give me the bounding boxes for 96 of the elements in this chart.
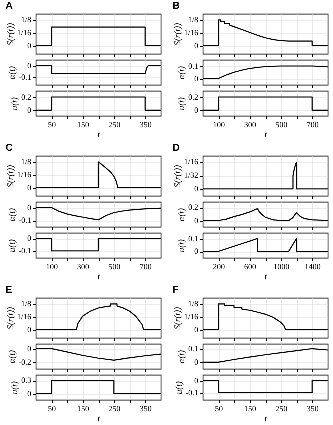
y-tick-label: 0 [28, 41, 32, 50]
y-tick-label: 0 [28, 203, 32, 212]
y-tick-label: 1/8 [21, 300, 32, 309]
y-axis-title: u(t) [6, 240, 17, 252]
x-tick-label: 150 [77, 120, 90, 130]
y-tick-label: 0.1 [188, 62, 198, 71]
x-tick-label: 250 [108, 404, 121, 414]
x-tick-label: 100 [46, 262, 58, 272]
y-tick-label: 0 [28, 344, 32, 354]
y-tick-label: 1/16 [184, 28, 198, 38]
x-tick-label: 700 [140, 262, 152, 272]
x-axis-title: t [98, 130, 101, 140]
x-tick-label: 1000 [274, 262, 290, 272]
y-axis-title: S(r(t)) [172, 23, 182, 46]
y-tick-label: 1/16 [184, 158, 198, 167]
y-tick-label: -0.2 [18, 358, 32, 367]
y-tick-label: 0 [28, 183, 32, 192]
y-axis-title: S(r(t)) [172, 307, 182, 330]
x-tick-label: 350 [140, 120, 152, 130]
y-tick-label: 1/16 [184, 312, 198, 322]
x-tick-label: 50 [48, 120, 56, 130]
x-tick-label: 50 [48, 404, 56, 414]
chart-title: F [172, 285, 179, 296]
y-tick-label: 1/16 [17, 170, 32, 180]
y-axis-title: α(t) [176, 66, 186, 80]
x-tick-label: 250 [108, 120, 121, 130]
y-tick-label: 0 [28, 106, 32, 115]
chart-title: D [172, 143, 180, 154]
x-axis-title: t [264, 414, 268, 424]
y-tick-label: 0.2 [188, 203, 198, 212]
y-tick-label: 0 [194, 216, 198, 226]
y-tick-label: 0.1 [188, 234, 198, 244]
y-axis-title: u(t) [10, 98, 20, 110]
y-tick-label: 0 [194, 247, 198, 256]
x-tick-label: 300 [77, 262, 90, 272]
y-axis-title: S(r(t)) [5, 165, 16, 188]
y-axis-title: u(t) [176, 240, 186, 252]
y-tick-label: 1/8 [21, 158, 32, 167]
y-tick-label: -0.1 [18, 246, 32, 256]
y-tick-label: 0 [28, 325, 32, 334]
y-axis-title: u(t) [176, 98, 186, 110]
y-axis-title: S(r(t)) [5, 307, 16, 330]
y-axis-title: S(r(t)) [172, 165, 182, 188]
y-tick-label: -0.1 [18, 216, 32, 226]
y-axis-title: u(t) [10, 382, 20, 394]
y-tick-label: -0.1 [186, 388, 198, 398]
y-tick-label: 0 [194, 184, 198, 194]
y-tick-label: 0 [194, 325, 198, 334]
y-tick-label: 0.3 [22, 376, 32, 386]
y-tick-label: 1/8 [21, 16, 32, 25]
x-axis-title: t [264, 272, 268, 282]
y-axis-title: α(t) [6, 350, 17, 364]
y-tick-label: -0.1 [18, 72, 32, 82]
x-tick-label: 150 [77, 404, 90, 414]
x-tick-label: 350 [140, 404, 152, 414]
y-tick-label: 1/32 [184, 171, 198, 180]
y-tick-label: 0 [194, 358, 198, 367]
chart-title: C [6, 143, 14, 154]
chart-title: E [6, 285, 13, 296]
y-axis-title: u(t) [174, 382, 184, 394]
y-tick-label: 0.1 [188, 344, 198, 354]
y-tick-label: 0 [194, 106, 198, 115]
chart-title: A [6, 1, 14, 12]
x-tick-label: 1400 [304, 262, 321, 272]
y-tick-label: 1/16 [17, 312, 32, 322]
y-axis-title: α(t) [6, 208, 17, 222]
x-tick-label: 500 [108, 262, 121, 272]
y-tick-label: 0.2 [188, 92, 198, 102]
y-tick-label: 1/16 [17, 28, 32, 38]
x-tick-label: 350 [306, 404, 319, 414]
y-tick-label: 0 [28, 389, 32, 398]
y-tick-label: 1/8 [188, 300, 198, 309]
y-tick-label: 0 [194, 74, 198, 84]
y-tick-label: 0 [194, 41, 198, 50]
y-axis-title: α(t) [6, 66, 17, 80]
x-tick-label: 500 [276, 120, 288, 130]
y-tick-label: 0 [28, 234, 32, 244]
y-tick-label: 0.2 [22, 92, 32, 102]
chart-title: B [172, 1, 180, 12]
y-tick-label: 1/8 [188, 16, 198, 25]
x-tick-label: 200 [213, 262, 226, 272]
x-axis-title: t [264, 130, 268, 140]
y-axis-title: α(t) [176, 208, 186, 222]
x-tick-label: 50 [215, 404, 224, 414]
x-tick-label: 700 [306, 120, 319, 130]
x-tick-label: 100 [213, 120, 226, 130]
x-tick-label: 600 [244, 262, 256, 272]
x-tick-label: 250 [276, 404, 288, 414]
x-axis-title: t [98, 414, 101, 424]
x-tick-label: 300 [244, 120, 256, 130]
y-tick-label: 0 [28, 61, 32, 70]
y-axis-title: S(r(t)) [5, 23, 16, 46]
x-axis-title: t [98, 272, 101, 282]
x-tick-label: 150 [244, 404, 256, 414]
y-tick-label: 0 [194, 376, 198, 386]
y-axis-title: α(t) [176, 350, 186, 364]
